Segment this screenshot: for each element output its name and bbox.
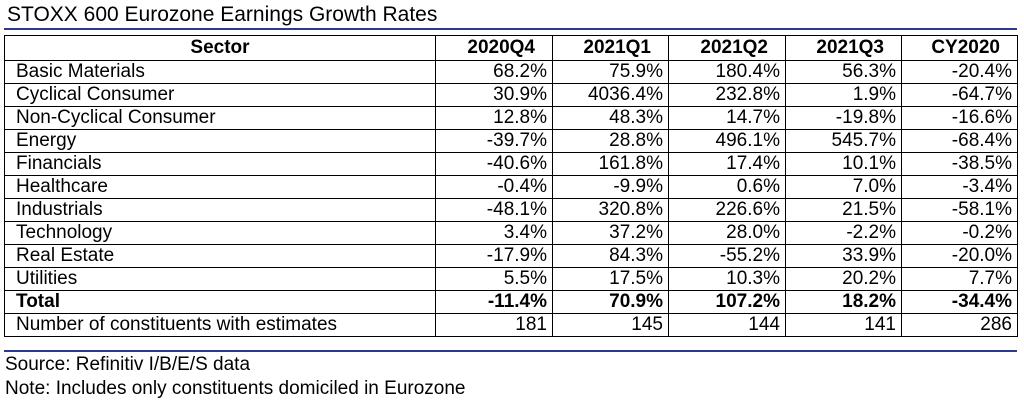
column-header-2020q4: 2020Q4	[435, 35, 553, 61]
value-cell: 226.6%	[668, 198, 786, 222]
sector-cell: Non-Cyclical Consumer	[4, 106, 436, 130]
value-cell: 37.2%	[552, 221, 669, 245]
column-header-2021q3: 2021Q3	[785, 35, 902, 61]
constituents-value-cell: 286	[901, 313, 1018, 337]
value-cell: -20.4%	[901, 60, 1018, 84]
value-cell: 56.3%	[785, 60, 902, 84]
value-cell: -17.9%	[435, 244, 553, 268]
value-cell: 1.9%	[785, 83, 902, 107]
value-cell: -38.5%	[901, 152, 1018, 176]
value-cell: 12.8%	[435, 106, 553, 130]
value-cell: 10.3%	[668, 267, 786, 291]
value-cell: 545.7%	[785, 129, 902, 153]
table-title: STOXX 600 Eurozone Earnings Growth Rates	[7, 3, 438, 26]
total-value-cell: 107.2%	[668, 290, 786, 314]
value-cell: 17.5%	[552, 267, 669, 291]
value-cell: 7.7%	[901, 267, 1018, 291]
total-value-cell: 70.9%	[552, 290, 669, 314]
value-cell: -64.7%	[901, 83, 1018, 107]
value-cell: 7.0%	[785, 175, 902, 199]
total-value-cell: 18.2%	[785, 290, 902, 314]
value-cell: 0.6%	[668, 175, 786, 199]
total-label-cell: Total	[4, 290, 436, 314]
value-cell: 4036.4%	[552, 83, 669, 107]
value-cell: 320.8%	[552, 198, 669, 222]
value-cell: 33.9%	[785, 244, 902, 268]
value-cell: 75.9%	[552, 60, 669, 84]
header-row: Sector 2020Q4 2021Q1 2021Q2 2021Q3 CY202…	[4, 35, 1018, 61]
column-header-sector: Sector	[4, 35, 436, 61]
total-value-cell: -34.4%	[901, 290, 1018, 314]
table-row: Industrials -48.1% 320.8% 226.6% 21.5% -…	[4, 198, 1018, 222]
footer-rule	[4, 350, 1017, 352]
value-cell: 28.0%	[668, 221, 786, 245]
sector-cell: Healthcare	[4, 175, 436, 199]
table-row: Healthcare -0.4% -9.9% 0.6% 7.0% -3.4%	[4, 175, 1018, 199]
value-cell: 3.4%	[435, 221, 553, 245]
constituents-value-cell: 144	[668, 313, 786, 337]
sector-cell: Financials	[4, 152, 436, 176]
sector-cell: Real Estate	[4, 244, 436, 268]
value-cell: -2.2%	[785, 221, 902, 245]
value-cell: 28.8%	[552, 129, 669, 153]
value-cell: 14.7%	[668, 106, 786, 130]
value-cell: -20.0%	[901, 244, 1018, 268]
table-row: Basic Materials 68.2% 75.9% 180.4% 56.3%…	[4, 60, 1018, 84]
value-cell: 68.2%	[435, 60, 553, 84]
constituents-label-cell: Number of constituents with estimates	[4, 313, 436, 337]
sector-cell: Cyclical Consumer	[4, 83, 436, 107]
value-cell: 5.5%	[435, 267, 553, 291]
source-note: Source: Refinitiv I/B/E/S data	[5, 354, 251, 375]
total-value-cell: -11.4%	[435, 290, 553, 314]
value-cell: 48.3%	[552, 106, 669, 130]
table-row: Utilities 5.5% 17.5% 10.3% 20.2% 7.7%	[4, 267, 1018, 291]
table-row: Cyclical Consumer 30.9% 4036.4% 232.8% 1…	[4, 83, 1018, 107]
constituents-value-cell: 141	[785, 313, 902, 337]
value-cell: -48.1%	[435, 198, 553, 222]
sector-cell: Industrials	[4, 198, 436, 222]
constituents-value-cell: 145	[552, 313, 669, 337]
table-row: Non-Cyclical Consumer 12.8% 48.3% 14.7% …	[4, 106, 1018, 130]
value-cell: -55.2%	[668, 244, 786, 268]
sector-cell: Technology	[4, 221, 436, 245]
table-row: Financials -40.6% 161.8% 17.4% 10.1% -38…	[4, 152, 1018, 176]
value-cell: -0.4%	[435, 175, 553, 199]
value-cell: 21.5%	[785, 198, 902, 222]
value-cell: -9.9%	[552, 175, 669, 199]
column-header-2021q2: 2021Q2	[668, 35, 786, 61]
value-cell: 161.8%	[552, 152, 669, 176]
value-cell: -39.7%	[435, 129, 553, 153]
column-header-cy2020: CY2020	[901, 35, 1018, 61]
constituents-row: Number of constituents with estimates 18…	[4, 313, 1018, 337]
sector-cell: Basic Materials	[4, 60, 436, 84]
sector-cell: Utilities	[4, 267, 436, 291]
table-row: Energy -39.7% 28.8% 496.1% 545.7% -68.4%	[4, 129, 1018, 153]
value-cell: -0.2%	[901, 221, 1018, 245]
value-cell: -40.6%	[435, 152, 553, 176]
total-row: Total -11.4% 70.9% 107.2% 18.2% -34.4%	[4, 290, 1018, 314]
table-body: Basic Materials 68.2% 75.9% 180.4% 56.3%…	[4, 60, 1018, 337]
value-cell: 84.3%	[552, 244, 669, 268]
value-cell: -58.1%	[901, 198, 1018, 222]
value-cell: -68.4%	[901, 129, 1018, 153]
value-cell: 30.9%	[435, 83, 553, 107]
table-row: Technology 3.4% 37.2% 28.0% -2.2% -0.2%	[4, 221, 1018, 245]
value-cell: 232.8%	[668, 83, 786, 107]
value-cell: 20.2%	[785, 267, 902, 291]
table-row: Real Estate -17.9% 84.3% -55.2% 33.9% -2…	[4, 244, 1018, 268]
constituents-value-cell: 181	[435, 313, 553, 337]
domicile-note: Note: Includes only constituents domicil…	[5, 378, 466, 399]
value-cell: 180.4%	[668, 60, 786, 84]
value-cell: 17.4%	[668, 152, 786, 176]
sector-cell: Energy	[4, 129, 436, 153]
footnotes: Source: Refinitiv I/B/E/S data Note: Inc…	[5, 353, 465, 401]
earnings-growth-table: Sector 2020Q4 2021Q1 2021Q2 2021Q3 CY202…	[4, 35, 1018, 337]
value-cell: -16.6%	[901, 106, 1018, 130]
value-cell: 496.1%	[668, 129, 786, 153]
value-cell: -3.4%	[901, 175, 1018, 199]
column-header-2021q1: 2021Q1	[552, 35, 669, 61]
value-cell: -19.8%	[785, 106, 902, 130]
value-cell: 10.1%	[785, 152, 902, 176]
title-rule	[4, 28, 1017, 30]
